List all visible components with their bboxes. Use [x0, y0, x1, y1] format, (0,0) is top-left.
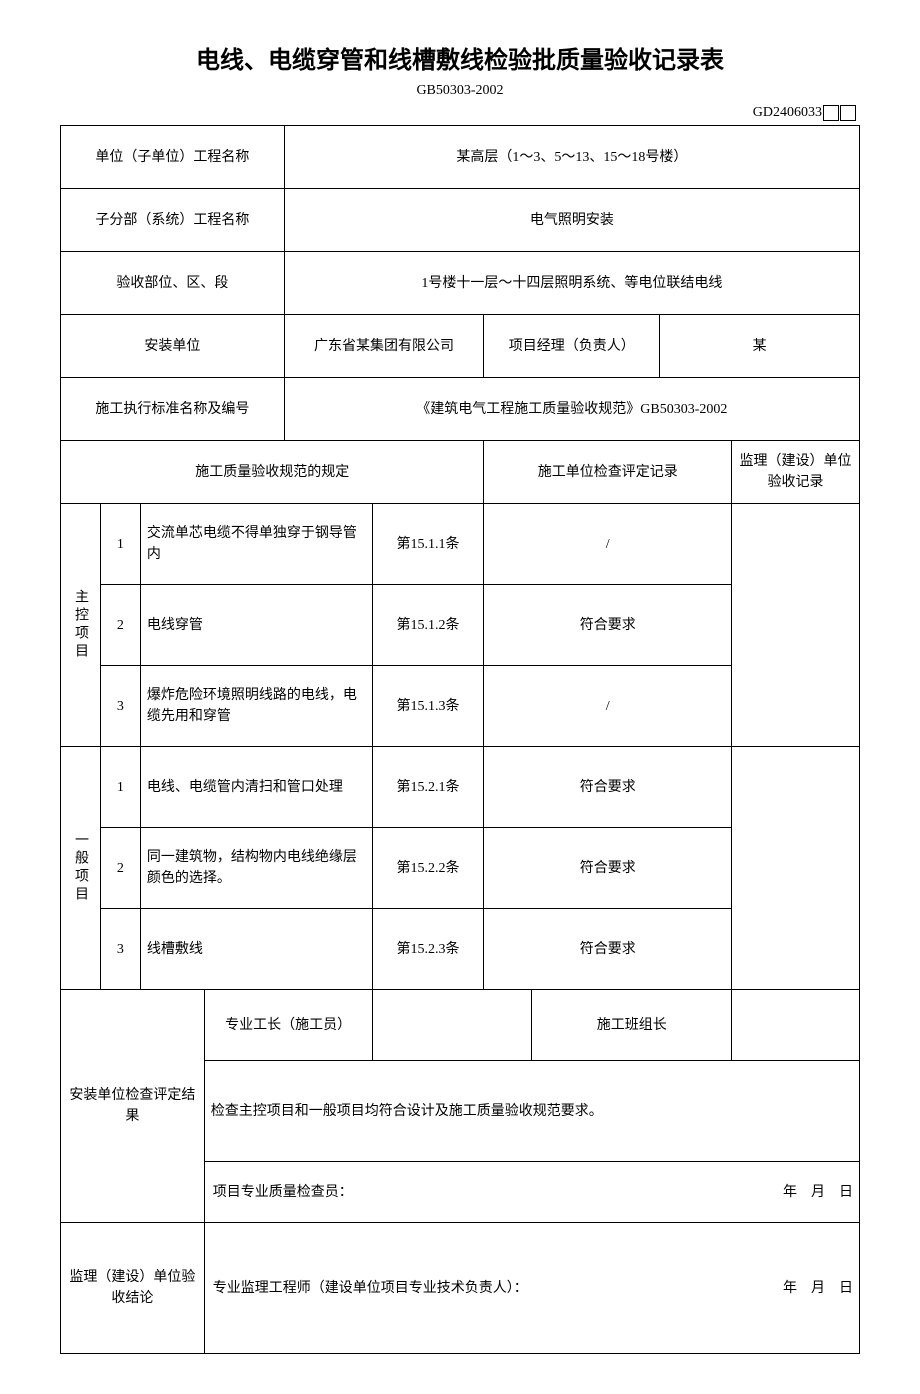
- pm-label: 项目经理（负责人）: [484, 315, 660, 378]
- spec-header: 施工质量验收规范的规定: [61, 441, 484, 504]
- row-clause: 第15.2.3条: [372, 909, 484, 990]
- unit-name-value: 某高层（1～3、5～13、15～18号楼）: [284, 126, 859, 189]
- row-result: 符合要求: [484, 909, 732, 990]
- checkbox-icon: [840, 105, 856, 121]
- install-unit-label: 安装单位: [61, 315, 285, 378]
- install-unit-value: 广东省某集团有限公司: [284, 315, 484, 378]
- row-desc: 交流单芯电缆不得单独穿于钢导管内: [140, 504, 372, 585]
- row-desc: 电线穿管: [140, 585, 372, 666]
- standard-value: 《建筑电气工程施工质量验收规范》GB50303-2002: [284, 378, 859, 441]
- row-result: 符合要求: [484, 828, 732, 909]
- supervisor-conclusion-label: 监理（建设）单位验收结论: [61, 1223, 205, 1354]
- document-subtitle: GB50303-2002: [60, 83, 860, 99]
- supervisor-record-cell: [732, 504, 860, 747]
- row-clause: 第15.1.2条: [372, 585, 484, 666]
- row-desc: 电线、电缆管内清扫和管口处理: [140, 747, 372, 828]
- supervisor-header: 监理（建设）单位验收记录: [732, 441, 860, 504]
- row-result: 符合要求: [484, 585, 732, 666]
- row-number: 3: [100, 666, 140, 747]
- row-clause: 第15.1.1条: [372, 504, 484, 585]
- row-result: 符合要求: [484, 747, 732, 828]
- row-desc: 爆炸危险环境照明线路的电线，电缆先用和穿管: [140, 666, 372, 747]
- row-number: 3: [100, 909, 140, 990]
- section-label: 验收部位、区、段: [61, 252, 285, 315]
- qc-sign-text: 项目专业质量检查员：: [213, 1185, 353, 1200]
- row-desc: 线槽敷线: [140, 909, 372, 990]
- row-clause: 第15.1.3条: [372, 666, 484, 747]
- unit-name-label: 单位（子单位）工程名称: [61, 126, 285, 189]
- date-ymd: 年 月 日: [783, 1182, 853, 1203]
- document-title: 电线、电缆穿管和线槽敷线检验批质量验收记录表: [60, 40, 860, 75]
- main-control-label: 主控项目: [61, 504, 101, 747]
- install-result-label: 安装单位检查评定结果: [61, 990, 205, 1223]
- supervisor-sign-line: 专业监理工程师（建设单位项目专业技术负责人）： 年 月 日: [204, 1223, 859, 1354]
- install-result-text: 检查主控项目和一般项目均符合设计及施工质量验收规范要求。: [204, 1061, 859, 1162]
- date-ymd: 年 月 日: [783, 1278, 853, 1299]
- foreman-label: 专业工长（施工员）: [204, 990, 372, 1061]
- row-number: 1: [100, 504, 140, 585]
- row-desc: 同一建筑物，结构物内电线绝缘层颜色的选择。: [140, 828, 372, 909]
- row-result: /: [484, 666, 732, 747]
- pm-value: 某: [660, 315, 860, 378]
- row-number: 1: [100, 747, 140, 828]
- inspection-record-table: 单位（子单位）工程名称 某高层（1～3、5～13、15～18号楼） 子分部（系统…: [60, 125, 860, 1354]
- foreman-value: [372, 990, 532, 1061]
- row-result: /: [484, 504, 732, 585]
- document-code: GD2406033: [60, 105, 860, 121]
- row-clause: 第15.2.2条: [372, 828, 484, 909]
- qc-sign-line: 项目专业质量检查员： 年 月 日: [204, 1162, 859, 1223]
- team-leader-value: [732, 990, 860, 1061]
- subsystem-value: 电气照明安装: [284, 189, 859, 252]
- general-label: 一般项目: [61, 747, 101, 990]
- row-number: 2: [100, 828, 140, 909]
- supervisor-record-cell: [732, 747, 860, 990]
- row-number: 2: [100, 585, 140, 666]
- team-leader-label: 施工班组长: [532, 990, 732, 1061]
- subsystem-label: 子分部（系统）工程名称: [61, 189, 285, 252]
- unit-check-header: 施工单位检查评定记录: [484, 441, 732, 504]
- row-clause: 第15.2.1条: [372, 747, 484, 828]
- standard-label: 施工执行标准名称及编号: [61, 378, 285, 441]
- supervisor-sign-text: 专业监理工程师（建设单位项目专业技术负责人）：: [213, 1281, 528, 1296]
- checkbox-icon: [823, 105, 839, 121]
- doc-code-text: GD2406033: [753, 105, 822, 120]
- section-value: 1号楼十一层～十四层照明系统、等电位联结电线: [284, 252, 859, 315]
